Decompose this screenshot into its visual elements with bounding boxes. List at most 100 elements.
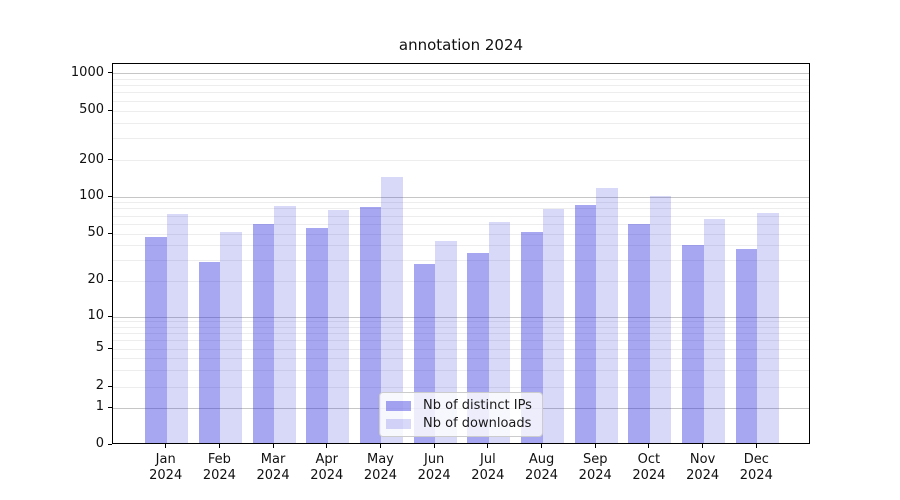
bar-downloads-aug bbox=[542, 208, 564, 443]
legend-swatch-downloads bbox=[386, 418, 411, 429]
legend-item: Nb of downloads bbox=[386, 416, 532, 431]
gridline-minor bbox=[113, 202, 809, 204]
bar-distinct-ips-nov bbox=[682, 244, 704, 443]
x-tick-month: Oct bbox=[637, 452, 661, 467]
gridline-minor bbox=[113, 223, 809, 225]
gridline-minor bbox=[113, 110, 809, 112]
x-tick-label: Mar 2024 bbox=[246, 452, 300, 484]
x-tick-label: Jan 2024 bbox=[139, 452, 193, 484]
x-tick-mark bbox=[541, 444, 543, 448]
gridline-minor bbox=[113, 386, 809, 388]
x-tick-label: Nov 2024 bbox=[676, 452, 730, 484]
y-tick-label: 200 bbox=[79, 151, 104, 167]
bar-distinct-ips-oct bbox=[628, 224, 650, 443]
y-tick-label: 1 bbox=[95, 399, 104, 415]
x-tick-mark bbox=[272, 444, 274, 448]
x-tick-month: Feb bbox=[207, 452, 231, 467]
gridline-minor bbox=[113, 160, 809, 161]
x-tick-label: Aug 2024 bbox=[515, 452, 569, 484]
y-tick-mark bbox=[108, 443, 112, 445]
gridline-minor bbox=[113, 357, 809, 359]
y-tick-label: 2 bbox=[95, 378, 104, 393]
x-tick-mark bbox=[433, 444, 435, 448]
x-tick-mark bbox=[326, 444, 328, 448]
bar-distinct-ips-jan bbox=[145, 237, 167, 443]
gridline-minor bbox=[113, 78, 809, 80]
x-tick-mark bbox=[218, 444, 220, 448]
y-tick-mark bbox=[108, 347, 112, 349]
bar-distinct-ips-apr bbox=[306, 227, 328, 443]
y-tick-mark bbox=[108, 406, 112, 408]
x-tick-year: 2024 bbox=[149, 468, 183, 483]
gridline-minor bbox=[113, 208, 809, 210]
x-tick-mark bbox=[755, 444, 757, 448]
x-tick-label: Apr 2024 bbox=[300, 452, 354, 484]
x-tick-year: 2024 bbox=[686, 468, 720, 483]
y-tick-label: 5 bbox=[95, 340, 104, 355]
bar-distinct-ips-dec bbox=[735, 248, 758, 443]
x-tick-year: 2024 bbox=[471, 468, 505, 483]
x-tick-year: 2024 bbox=[739, 468, 773, 483]
gridline-minor bbox=[113, 215, 809, 217]
x-tick-label: Sep 2024 bbox=[568, 452, 622, 484]
y-tick-label: 100 bbox=[79, 188, 104, 203]
gridline-minor bbox=[113, 280, 809, 282]
y-tick-label: 10 bbox=[87, 308, 104, 323]
x-tick-month: Jan bbox=[155, 452, 176, 467]
gridline-minor bbox=[113, 369, 809, 371]
x-tick-year: 2024 bbox=[202, 468, 236, 483]
x-tick-month: Jun bbox=[423, 452, 445, 467]
gridline-minor bbox=[113, 348, 809, 350]
x-tick-month: May bbox=[367, 452, 394, 467]
gridline-minor bbox=[113, 138, 809, 140]
x-tick-month: Sep bbox=[582, 452, 608, 467]
x-tick-month: Dec bbox=[743, 452, 769, 467]
x-tick-label: Oct 2024 bbox=[622, 452, 676, 484]
y-tick-mark bbox=[108, 195, 112, 197]
y-tick-mark bbox=[108, 315, 112, 317]
bar-downloads-apr bbox=[327, 210, 350, 443]
y-tick-label: 20 bbox=[87, 272, 104, 287]
bar-downloads-jul bbox=[488, 222, 511, 443]
x-tick-year: 2024 bbox=[578, 468, 612, 483]
gridline-minor bbox=[113, 340, 809, 342]
x-tick-month: Apr bbox=[315, 452, 339, 467]
bar-distinct-ips-aug bbox=[521, 232, 543, 443]
x-tick-year: 2024 bbox=[524, 468, 559, 483]
plot-area bbox=[112, 63, 810, 444]
chart-title: annotation 2024 bbox=[398, 36, 524, 54]
gridline-minor bbox=[113, 122, 809, 124]
x-tick-year: 2024 bbox=[417, 468, 451, 483]
legend-label: Nb of downloads bbox=[423, 416, 532, 431]
bar-downloads-oct bbox=[649, 196, 672, 443]
x-tick-month: Aug bbox=[528, 452, 555, 467]
y-tick-mark bbox=[108, 279, 112, 281]
bar-downloads-dec bbox=[757, 213, 779, 443]
bar-distinct-ips-mar bbox=[252, 224, 275, 443]
bar-distinct-ips-sep bbox=[574, 204, 597, 443]
x-tick-month: Jul bbox=[480, 452, 496, 467]
x-tick-label: Jul 2024 bbox=[461, 452, 515, 484]
y-tick-mark bbox=[108, 232, 112, 234]
x-tick-label: Dec 2024 bbox=[729, 452, 783, 484]
x-tick-label: May 2024 bbox=[354, 452, 408, 484]
gridline-major bbox=[113, 316, 809, 318]
bar-distinct-ips-feb bbox=[198, 261, 221, 443]
bar-downloads-sep bbox=[596, 187, 618, 443]
x-tick-label: Feb 2024 bbox=[193, 452, 247, 484]
bar-downloads-jan bbox=[166, 214, 189, 443]
y-tick-mark bbox=[108, 109, 112, 111]
bar-downloads-feb bbox=[220, 232, 242, 443]
gridline-minor bbox=[113, 100, 809, 102]
x-tick-month: Nov bbox=[689, 452, 716, 467]
bar-downloads-mar bbox=[274, 205, 296, 443]
y-tick-mark bbox=[108, 159, 112, 160]
x-tick-mark bbox=[487, 444, 489, 448]
bar-downloads-nov bbox=[703, 218, 726, 443]
y-tick-label: 1000 bbox=[70, 64, 104, 80]
gridline-major bbox=[113, 73, 809, 75]
x-tick-year: 2024 bbox=[310, 468, 344, 483]
x-tick-mark bbox=[594, 444, 596, 448]
legend-swatch-distinct-ips bbox=[386, 400, 411, 411]
